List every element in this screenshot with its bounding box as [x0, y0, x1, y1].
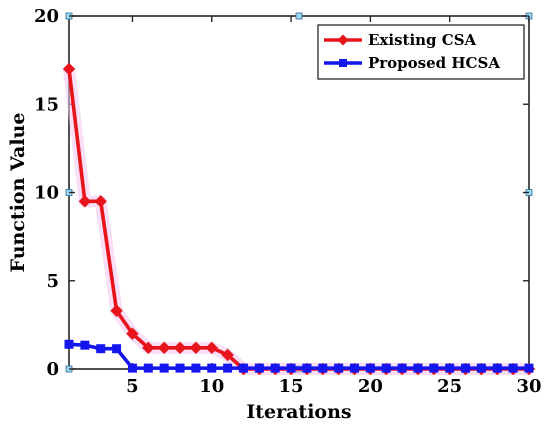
data-point [80, 340, 90, 350]
data-point [207, 363, 217, 373]
data-point [270, 363, 280, 373]
data-point [238, 363, 248, 373]
data-point [189, 341, 203, 355]
data-point [302, 363, 312, 373]
data-point [205, 341, 218, 355]
data-point [96, 344, 106, 354]
data-point [476, 363, 486, 373]
x-tick-label: 30 [516, 376, 541, 397]
data-point [64, 339, 74, 349]
legend-label: Proposed HCSA [368, 54, 500, 72]
data-point [223, 363, 233, 373]
legend-item: Proposed HCSA [324, 54, 500, 72]
legend-marker [339, 59, 347, 67]
x-axis: 5 10 15 20 25 30 [126, 16, 542, 397]
y-tick-label: 20 [34, 6, 59, 27]
legend: Existing CSA Proposed HCSA [317, 24, 525, 80]
data-point [365, 363, 375, 373]
y-axis-title: Function Value [7, 113, 29, 273]
x-tick-label: 25 [437, 376, 462, 397]
data-point [126, 327, 139, 340]
data-point [381, 363, 391, 373]
data-point [524, 363, 534, 373]
data-point [492, 363, 502, 373]
data-point [397, 363, 407, 373]
data-point [318, 363, 328, 373]
data-point [350, 363, 360, 373]
legend-box [317, 24, 525, 80]
data-point [157, 341, 171, 355]
y-tick-label: 15 [34, 94, 59, 115]
y-tick-label: 0 [46, 359, 59, 380]
data-point [286, 363, 296, 373]
selection-handle [295, 12, 303, 20]
data-point [94, 195, 107, 208]
data-point [429, 363, 439, 373]
data-point [159, 363, 169, 373]
data-point [110, 304, 123, 317]
data-point [173, 341, 187, 355]
y-tick-label: 5 [46, 271, 59, 292]
data-point [445, 363, 455, 373]
data-point [127, 363, 137, 373]
data-point [112, 344, 122, 354]
x-tick-label: 5 [126, 376, 139, 397]
x-axis-title: Iterations [246, 401, 351, 423]
data-point [221, 348, 234, 362]
data-point [461, 363, 471, 373]
series-layer [62, 62, 536, 376]
legend-marker [337, 34, 349, 46]
x-tick-label: 15 [279, 376, 304, 397]
legend-label: Existing CSA [368, 31, 477, 49]
legend-item: Existing CSA [324, 31, 477, 49]
data-point [334, 363, 344, 373]
data-point [142, 341, 155, 355]
data-point [508, 363, 518, 373]
y-axis: 0 5 10 15 20 [34, 6, 529, 380]
data-point [78, 195, 92, 208]
data-point [143, 363, 153, 373]
series-proposed-hcsa [64, 339, 534, 373]
data-point [254, 363, 264, 373]
x-tick-label: 20 [358, 376, 383, 397]
data-point [413, 363, 423, 373]
data-point [175, 363, 185, 373]
x-tick-label: 10 [199, 376, 224, 397]
data-point [191, 363, 201, 373]
data-point [62, 62, 76, 76]
y-tick-label: 10 [34, 183, 59, 204]
